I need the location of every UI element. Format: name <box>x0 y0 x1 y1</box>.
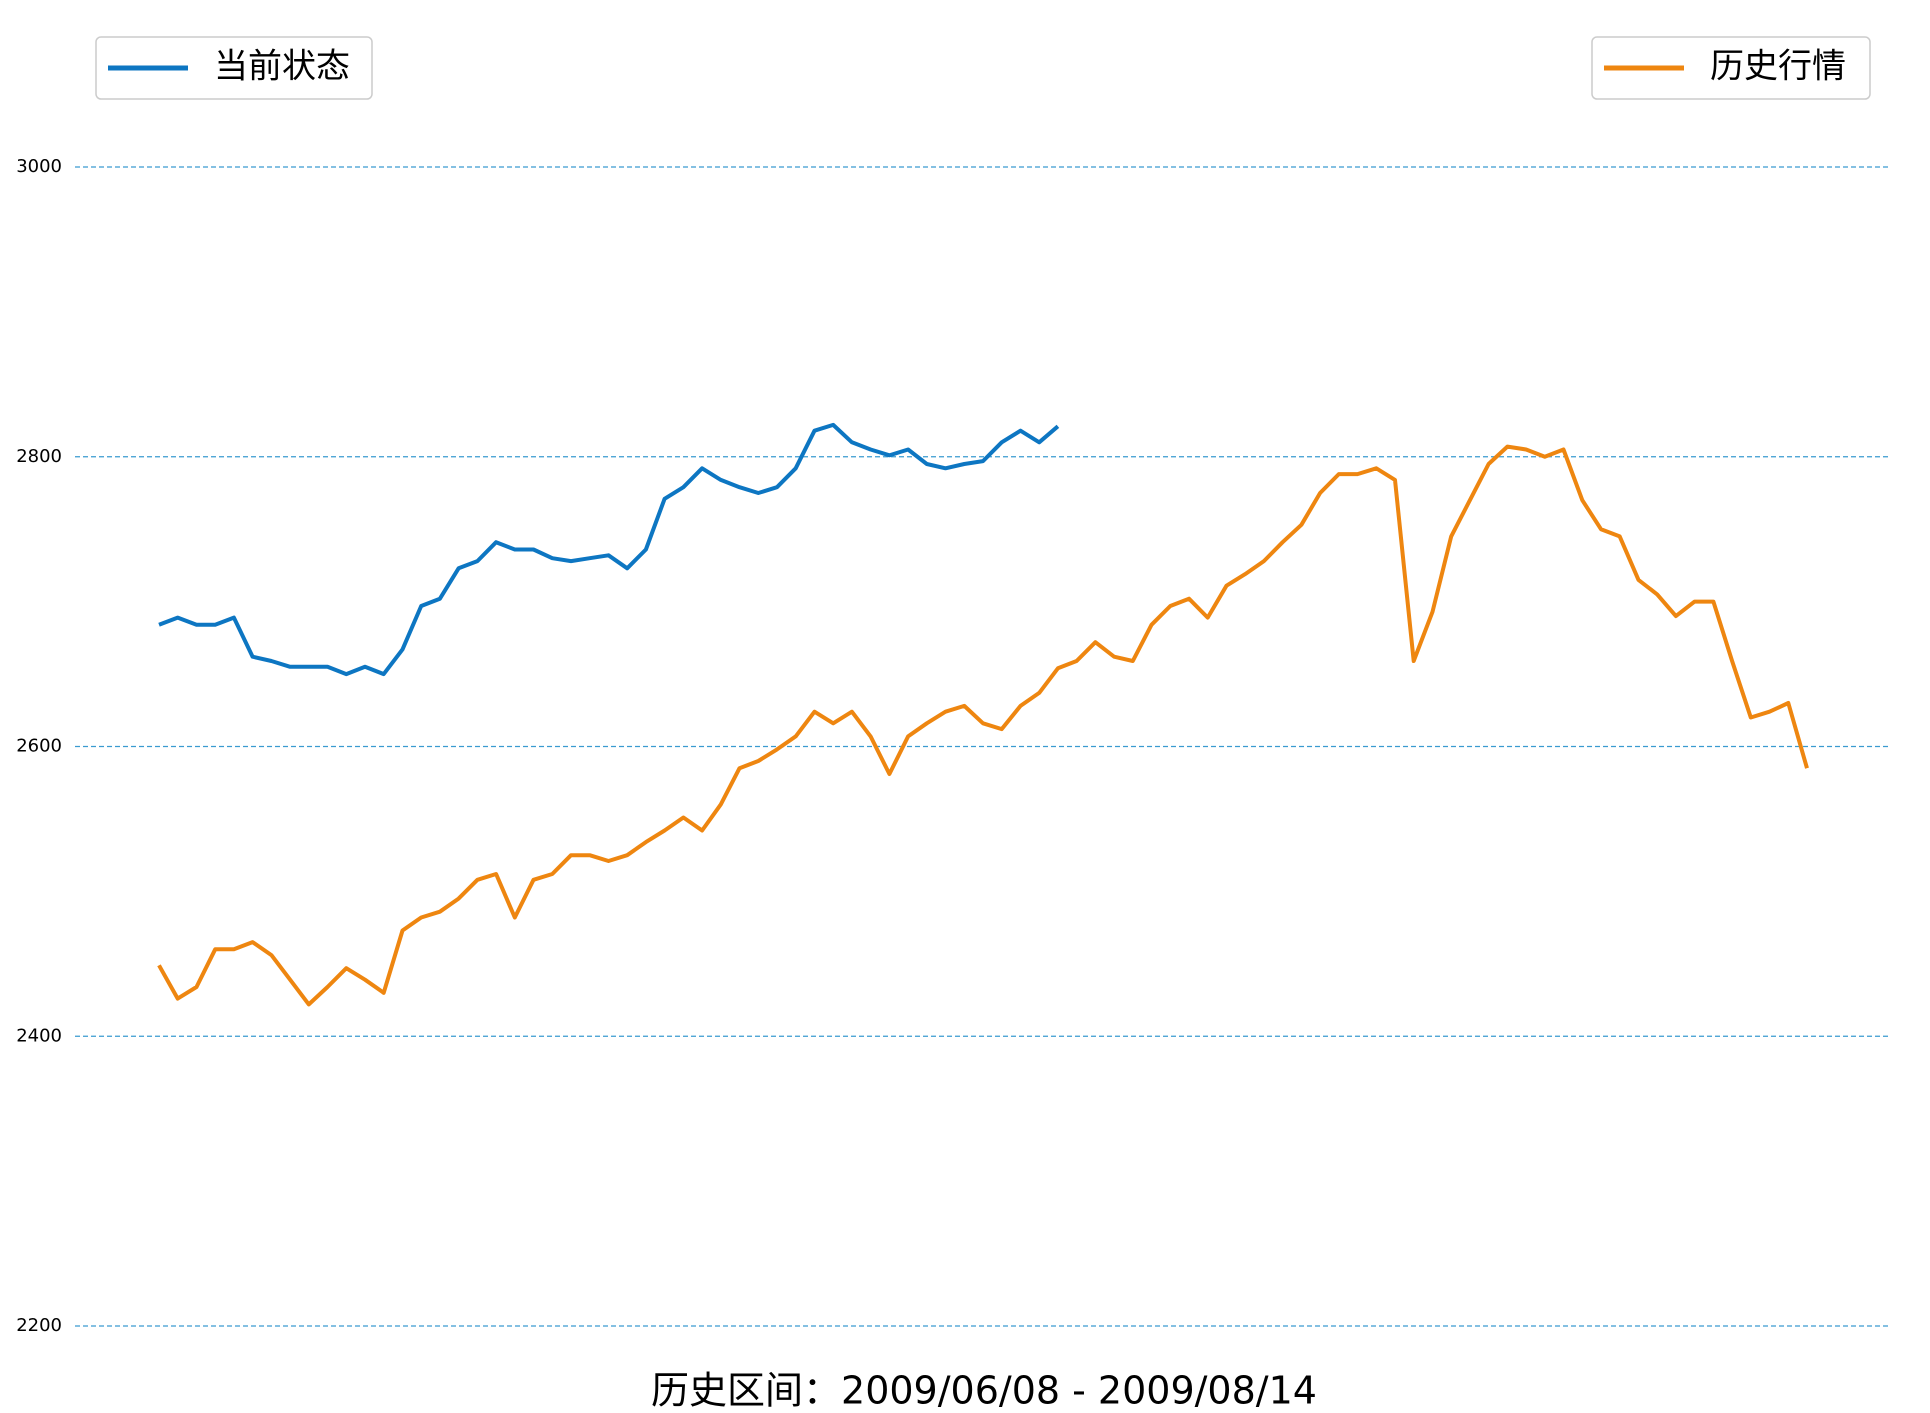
series-line <box>157 444 1809 1007</box>
y-tick-label: 2200 <box>16 1315 62 1336</box>
y-tick-label: 2800 <box>16 446 62 467</box>
series-line <box>158 422 1060 677</box>
legend-label: 历史行情 <box>1710 47 1846 87</box>
legend-label: 当前状态 <box>214 47 350 87</box>
y-tick-label: 2600 <box>16 736 62 757</box>
y-tick-label: 3000 <box>16 156 62 177</box>
legend-box <box>95 36 373 100</box>
legend-box <box>1591 36 1871 100</box>
y-tick-label: 2400 <box>16 1025 62 1046</box>
chart-title: 历史区间：2009/06/08 - 2009/08/14 <box>651 1369 1317 1410</box>
